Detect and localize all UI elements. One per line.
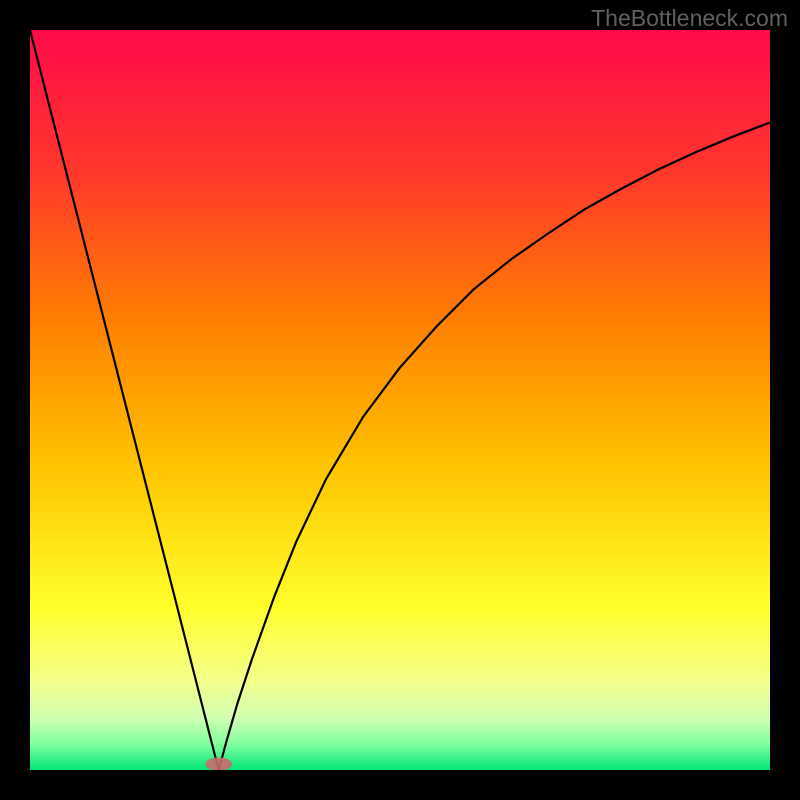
plot-area (30, 30, 770, 770)
chart-svg (30, 30, 770, 770)
gradient-background (30, 30, 770, 770)
watermark-text: TheBottleneck.com (591, 5, 788, 32)
chart-container: TheBottleneck.com (0, 0, 800, 800)
